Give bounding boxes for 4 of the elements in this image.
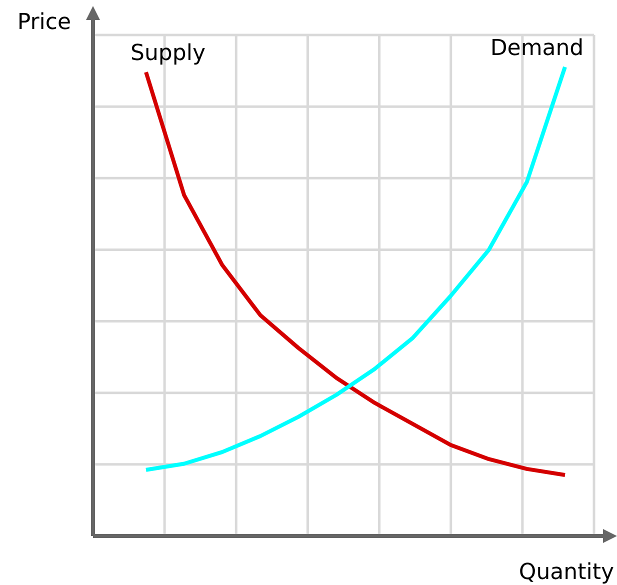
series-label: Demand: [490, 36, 584, 61]
x-axis-title: Quantity: [518, 560, 614, 585]
y-axis-title: Price: [17, 10, 71, 35]
series-label: Supply: [130, 41, 206, 66]
